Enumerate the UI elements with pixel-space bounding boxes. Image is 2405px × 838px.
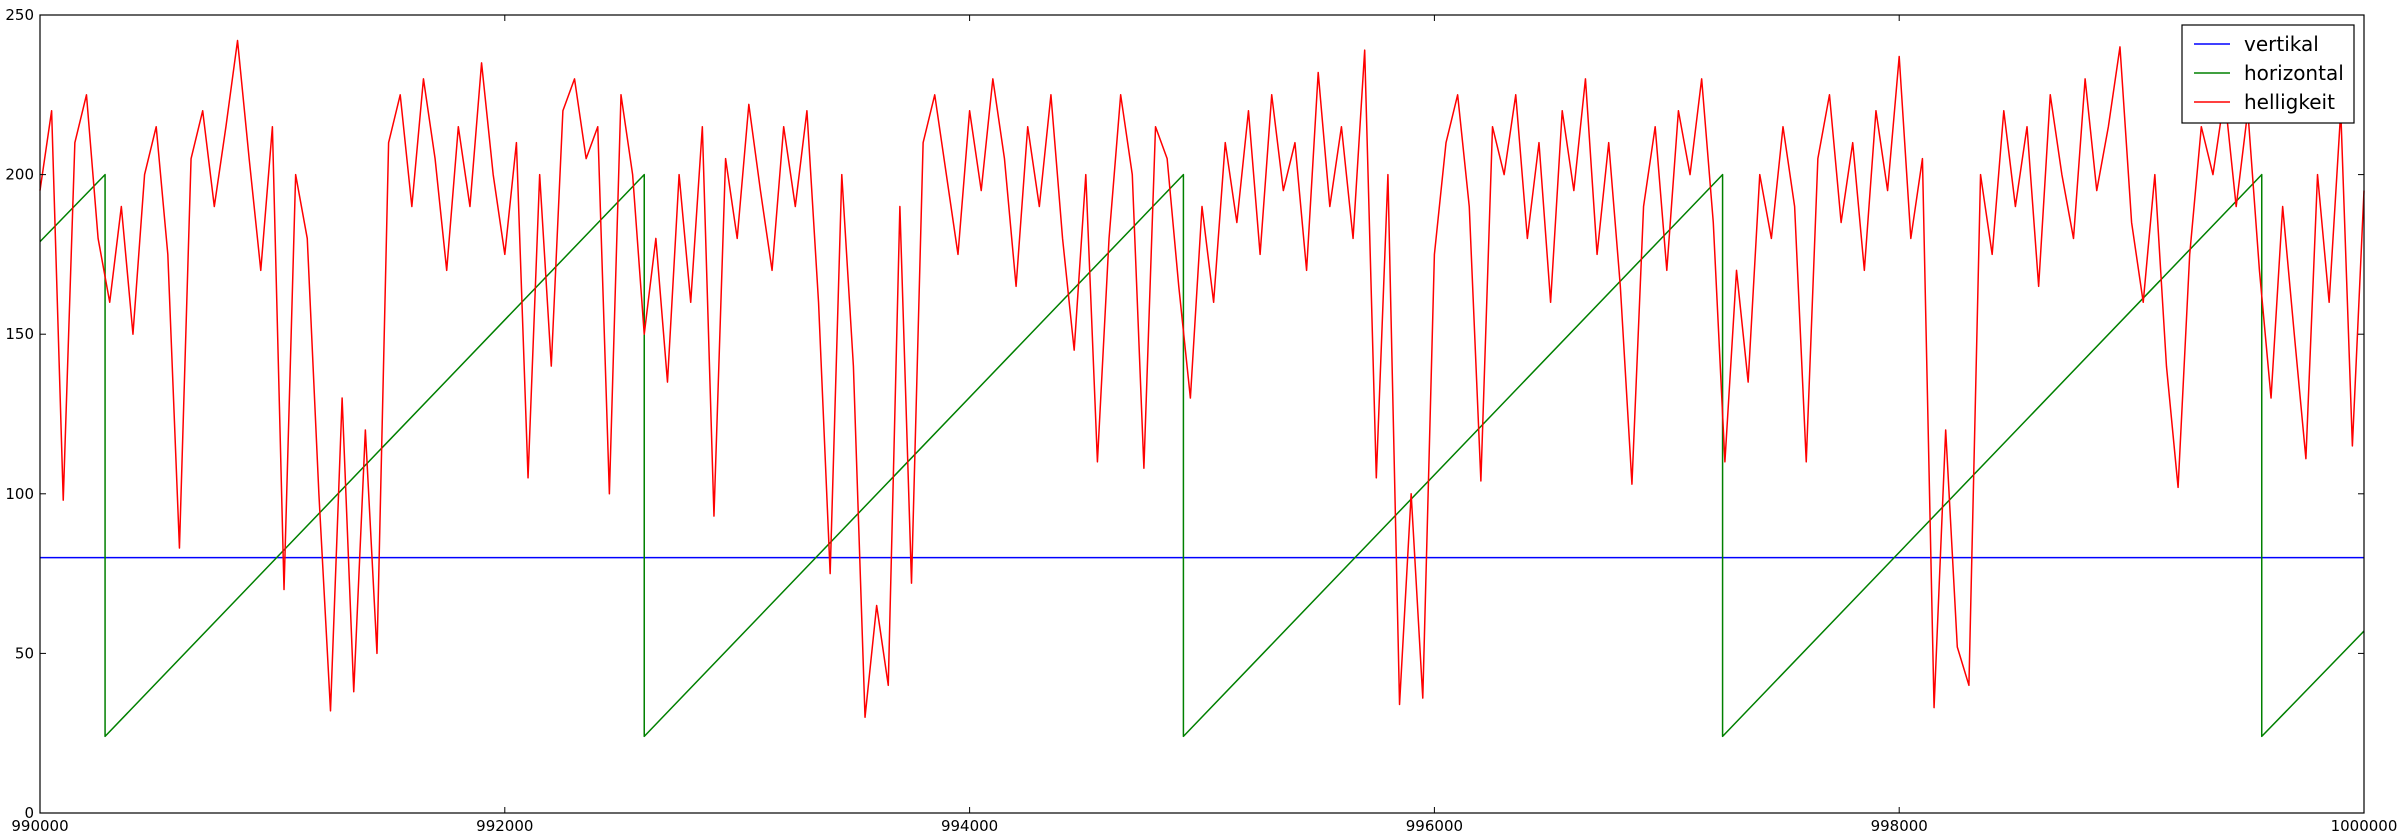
x-tick-label: 1000000: [2331, 817, 2398, 835]
y-tick-label: 100: [5, 485, 34, 503]
y-tick-label: 250: [5, 6, 34, 24]
y-tick-label: 0: [24, 804, 34, 822]
x-tick-label: 994000: [941, 817, 998, 835]
x-tick-label: 992000: [476, 817, 533, 835]
y-tick-label: 50: [15, 644, 34, 662]
legend: vertikal horizontal helligkeit: [2181, 24, 2355, 124]
x-tick-label: 990000: [11, 817, 68, 835]
x-tick-label: 998000: [1871, 817, 1928, 835]
legend-label: helligkeit: [2244, 90, 2335, 114]
y-tick-label: 200: [5, 166, 34, 184]
plot-frame: [39, 14, 2365, 814]
legend-label: horizontal: [2244, 61, 2344, 85]
legend-box: [2181, 24, 2355, 124]
series-line: [39, 173, 2365, 738]
legend-label: vertikal: [2244, 32, 2319, 56]
y-tick-label: 150: [5, 325, 34, 343]
x-tick-label: 996000: [1406, 817, 1463, 835]
series-line: [39, 39, 2365, 718]
